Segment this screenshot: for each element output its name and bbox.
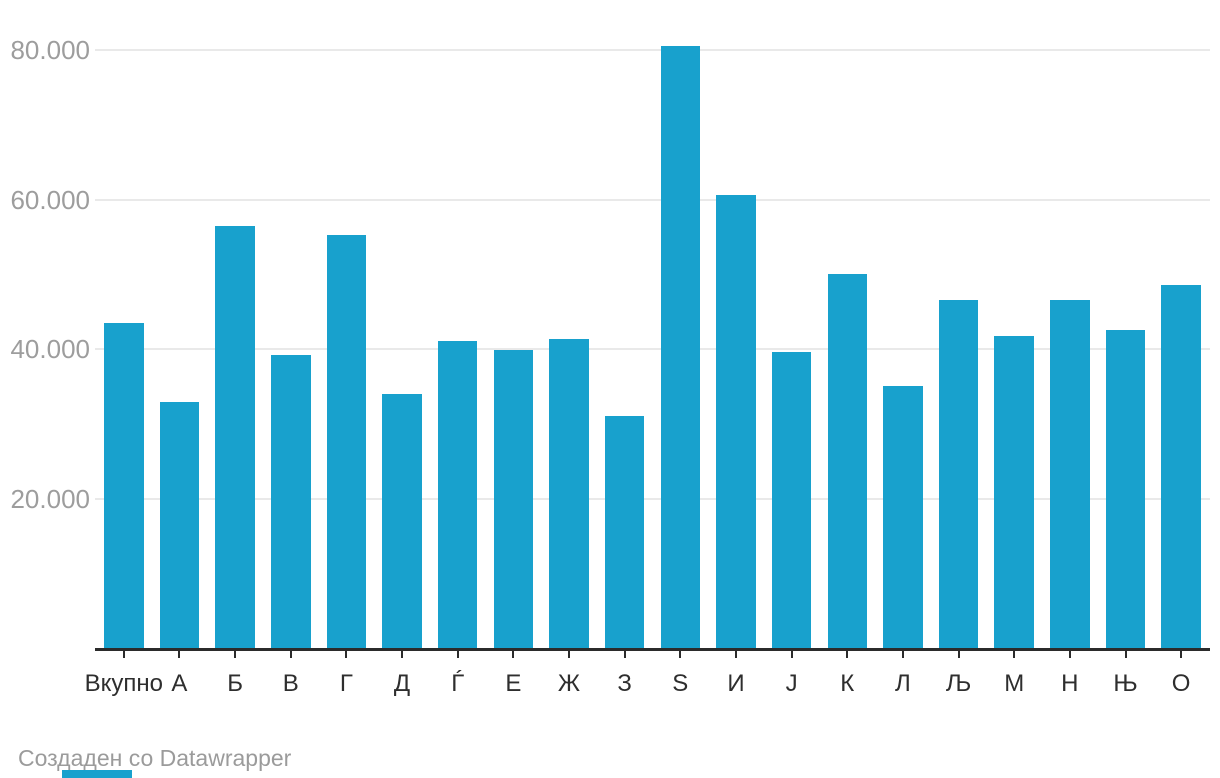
x-axis-tick [1124, 650, 1127, 658]
x-axis-tick [846, 650, 849, 658]
bar-Ѕ[interactable] [660, 46, 701, 648]
x-axis-tick [1180, 650, 1183, 658]
x-axis-category-label: Ж [557, 670, 581, 697]
datawrapper-link[interactable]: Datawrapper [159, 745, 292, 771]
gridline [95, 348, 1210, 350]
y-axis-tick-label: 60.000 [10, 184, 90, 215]
x-axis-tick [178, 650, 181, 658]
bar-Б[interactable] [215, 225, 255, 648]
bar-Њ[interactable] [1105, 329, 1146, 648]
x-axis-baseline [95, 648, 1210, 651]
bar-Л[interactable] [883, 386, 923, 648]
x-axis-category-label: Вкупно [84, 670, 163, 697]
bar-О[interactable] [1161, 284, 1201, 648]
x-axis-category-label: Ѓ [451, 670, 465, 697]
x-axis-tick [901, 650, 904, 658]
x-axis-tick [623, 650, 626, 658]
x-axis-category-label: З [617, 670, 632, 697]
bar-И[interactable] [716, 195, 756, 648]
x-axis-tick [512, 650, 515, 658]
bar-М[interactable] [994, 336, 1034, 648]
x-axis-category-label: М [1004, 670, 1025, 697]
x-axis-category-label: Њ [1113, 670, 1138, 697]
bar-Ж[interactable] [549, 338, 589, 648]
bar-Е[interactable] [493, 350, 534, 648]
x-axis-category-label: Д [393, 670, 411, 697]
x-axis-category-label: Љ [945, 670, 972, 697]
y-axis-tick-label: 40.000 [10, 334, 90, 364]
x-axis-category-label: Ѕ [672, 670, 689, 697]
bar-Вкупно[interactable] [104, 322, 144, 648]
bar-Ј[interactable] [771, 351, 812, 648]
x-axis-category-label: К [840, 670, 855, 697]
x-axis-category-label: Н [1061, 670, 1079, 697]
bar-Н[interactable] [1050, 300, 1090, 648]
y-axis-tick-label: 20.000 [10, 483, 90, 514]
x-axis-tick [679, 650, 682, 658]
x-axis-category-label: Б [227, 670, 243, 697]
x-axis-tick [790, 650, 793, 658]
bar-Д[interactable] [382, 393, 422, 648]
bottom-edge-blue-fragment [62, 770, 132, 778]
x-axis-tick [234, 650, 237, 658]
gridline [95, 49, 1210, 51]
x-axis-tick [401, 650, 404, 658]
bar-З[interactable] [604, 415, 645, 648]
bar-А[interactable] [159, 402, 200, 648]
x-axis-tick [456, 650, 459, 658]
attribution-prefix: Создаден со [18, 745, 160, 771]
x-axis-tick [289, 650, 292, 658]
bar-Ѓ[interactable] [437, 340, 478, 648]
bar-Љ[interactable] [938, 300, 979, 648]
x-axis-category-label: Л [895, 670, 911, 697]
x-axis-category-label: Ј [785, 670, 798, 697]
attribution-footer: Создаден со Datawrapper [18, 746, 291, 770]
x-axis-category-label: Е [505, 670, 522, 697]
bar-К[interactable] [827, 273, 867, 648]
bar-В[interactable] [271, 354, 311, 648]
x-axis-tick [568, 650, 570, 658]
x-axis-tick [1068, 650, 1071, 658]
x-axis-category-label: И [727, 670, 745, 697]
gridline [95, 198, 1210, 201]
x-axis-tick [122, 650, 125, 658]
x-axis-category-label: В [282, 670, 299, 697]
x-axis-tick [734, 650, 737, 658]
x-axis-category-label: О [1171, 670, 1191, 697]
x-axis-category-label: Г [339, 670, 353, 697]
y-axis-tick-label: 80.000 [10, 35, 90, 65]
x-axis-tick [1013, 650, 1016, 658]
x-axis-tick [345, 650, 348, 658]
x-axis-category-label: А [171, 670, 188, 697]
bar-Г[interactable] [326, 235, 367, 648]
gridline [95, 497, 1210, 500]
x-axis-tick [957, 650, 960, 658]
